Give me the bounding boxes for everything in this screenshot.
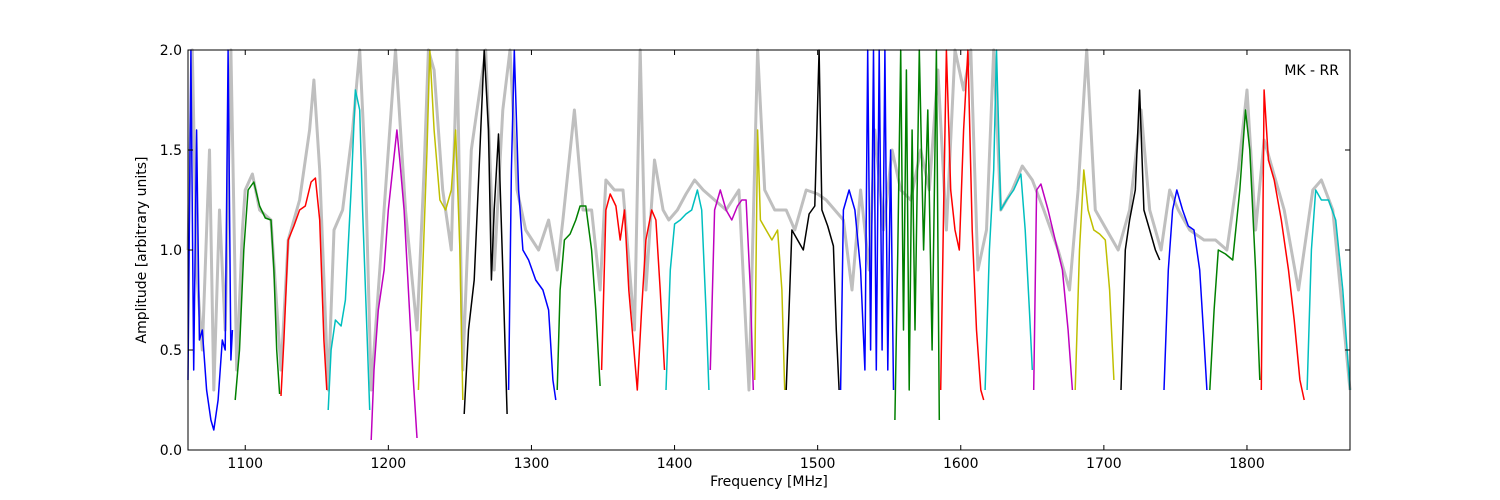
series-line-12 xyxy=(709,189,755,391)
ticks-layer: 1100 1200 1300 1400 1500 1600 1700 1800 0.0 0.5 1.… xyxy=(160,43,1350,472)
y-tick-label: 1.0 xyxy=(160,243,182,259)
y-axis-label: Amplitude [arbitrary units] xyxy=(134,157,150,344)
y-tick-label: 0.0 xyxy=(160,443,182,459)
series-line-2 xyxy=(234,181,281,401)
series-line-14 xyxy=(785,49,840,391)
series-line-21 xyxy=(1120,89,1161,391)
series-line-19 xyxy=(1032,183,1074,391)
x-tick-label: 1600 xyxy=(943,456,979,472)
x-tick-label: 1400 xyxy=(657,456,693,472)
series-line-6 xyxy=(417,49,464,401)
series-line-background xyxy=(186,48,1352,392)
series-line-4 xyxy=(327,89,371,411)
series-line-16 xyxy=(894,49,941,421)
x-tick-label: 1200 xyxy=(371,456,407,472)
series-line-20 xyxy=(1074,169,1115,391)
series-line-17 xyxy=(939,49,985,401)
series-line-11 xyxy=(665,189,710,391)
series-line-24 xyxy=(1260,89,1305,401)
series-line-1 xyxy=(187,49,234,431)
x-tick-label: 1300 xyxy=(514,456,550,472)
y-tick-label: 0.5 xyxy=(160,343,182,359)
series-line-7 xyxy=(463,49,508,415)
series-line-9 xyxy=(556,205,601,391)
series-line-22 xyxy=(1163,189,1208,391)
series-layer xyxy=(186,48,1352,441)
series-line-15 xyxy=(839,49,895,391)
series-line-8 xyxy=(507,49,557,401)
y-tick-label: 2.0 xyxy=(160,43,182,59)
x-tick-label: 1500 xyxy=(800,456,836,472)
series-line-5 xyxy=(370,129,418,441)
series-annotation: MK - RR xyxy=(1284,63,1339,79)
series-line-13 xyxy=(753,129,786,391)
series-line-3 xyxy=(280,177,328,397)
x-axis-label: Frequency [MHz] xyxy=(710,474,828,490)
series-line-25 xyxy=(1306,189,1351,391)
x-tick-label: 1100 xyxy=(227,456,263,472)
x-tick-label: 1800 xyxy=(1229,456,1265,472)
y-tick-label: 1.5 xyxy=(160,143,182,159)
x-tick-label: 1700 xyxy=(1086,456,1122,472)
series-line-10 xyxy=(600,193,666,391)
series-line-18 xyxy=(984,49,1034,391)
series-line-23 xyxy=(1209,109,1261,391)
